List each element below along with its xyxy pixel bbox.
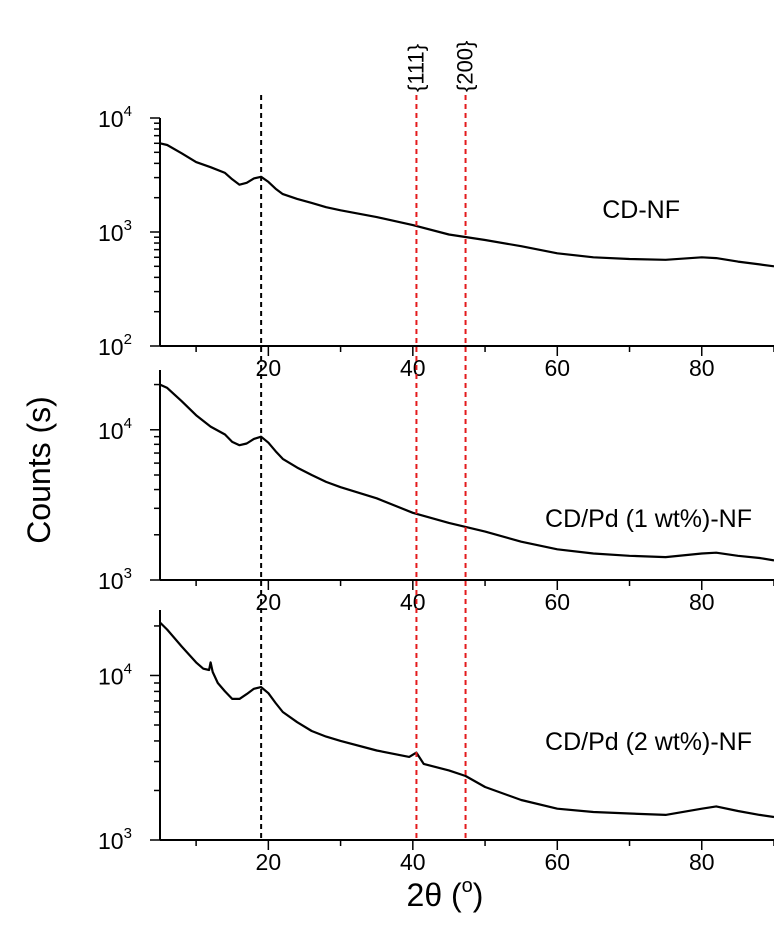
panel-cd-nf: 102 103 104 20 40 60 80 — [98, 103, 774, 381]
x-axis-title: 2θ (o) — [407, 875, 484, 913]
y-tick-label: 103 — [98, 825, 132, 854]
x-tick-label: 40 — [400, 355, 426, 381]
series-line-cd-pd-1-wt-nf — [159, 383, 774, 562]
y-tick-label: 104 — [98, 660, 132, 689]
x-tick-label: 40 — [400, 849, 426, 875]
panel-cd-pd-2-wt-nf: 103 104 20 40 60 80 — [98, 610, 774, 875]
x-tick-label: 20 — [256, 849, 282, 875]
y-tick-label: 102 — [98, 331, 132, 360]
x-tick-label: 60 — [544, 589, 570, 615]
x-tick-label: 20 — [256, 589, 282, 615]
y-tick-label: 103 — [98, 217, 132, 246]
series-label-cd-nf: CD-NF — [602, 196, 680, 224]
series-label-cd-pd-1-wt-nf: CD/Pd (1 wt%)-NF — [545, 505, 752, 533]
series-line-cd-nf — [159, 142, 774, 268]
x-tick-label: 80 — [689, 849, 715, 875]
series-label-cd-pd-2-wt-nf: CD/Pd (2 wt%)-NF — [545, 728, 752, 756]
y-tick-label: 104 — [98, 415, 132, 444]
x-tick-label: 80 — [689, 589, 715, 615]
x-tick-label: 60 — [544, 355, 570, 381]
y-tick-label: 103 — [98, 565, 132, 594]
peak-label-111: {111} — [403, 44, 428, 92]
y-axis-title: Counts (s) — [21, 396, 57, 544]
peak-label-200: {200} — [453, 41, 478, 92]
x-tick-label: 40 — [400, 589, 426, 615]
series-line-cd-pd-2-wt-nf — [159, 621, 774, 819]
y-tick-label: 104 — [98, 103, 132, 132]
x-tick-label: 80 — [689, 355, 715, 381]
x-tick-label: 60 — [544, 849, 570, 875]
x-tick-label: 20 — [256, 355, 282, 381]
panel-cd-pd-1-wt-nf: 103 104 20 40 60 80 — [98, 370, 774, 615]
